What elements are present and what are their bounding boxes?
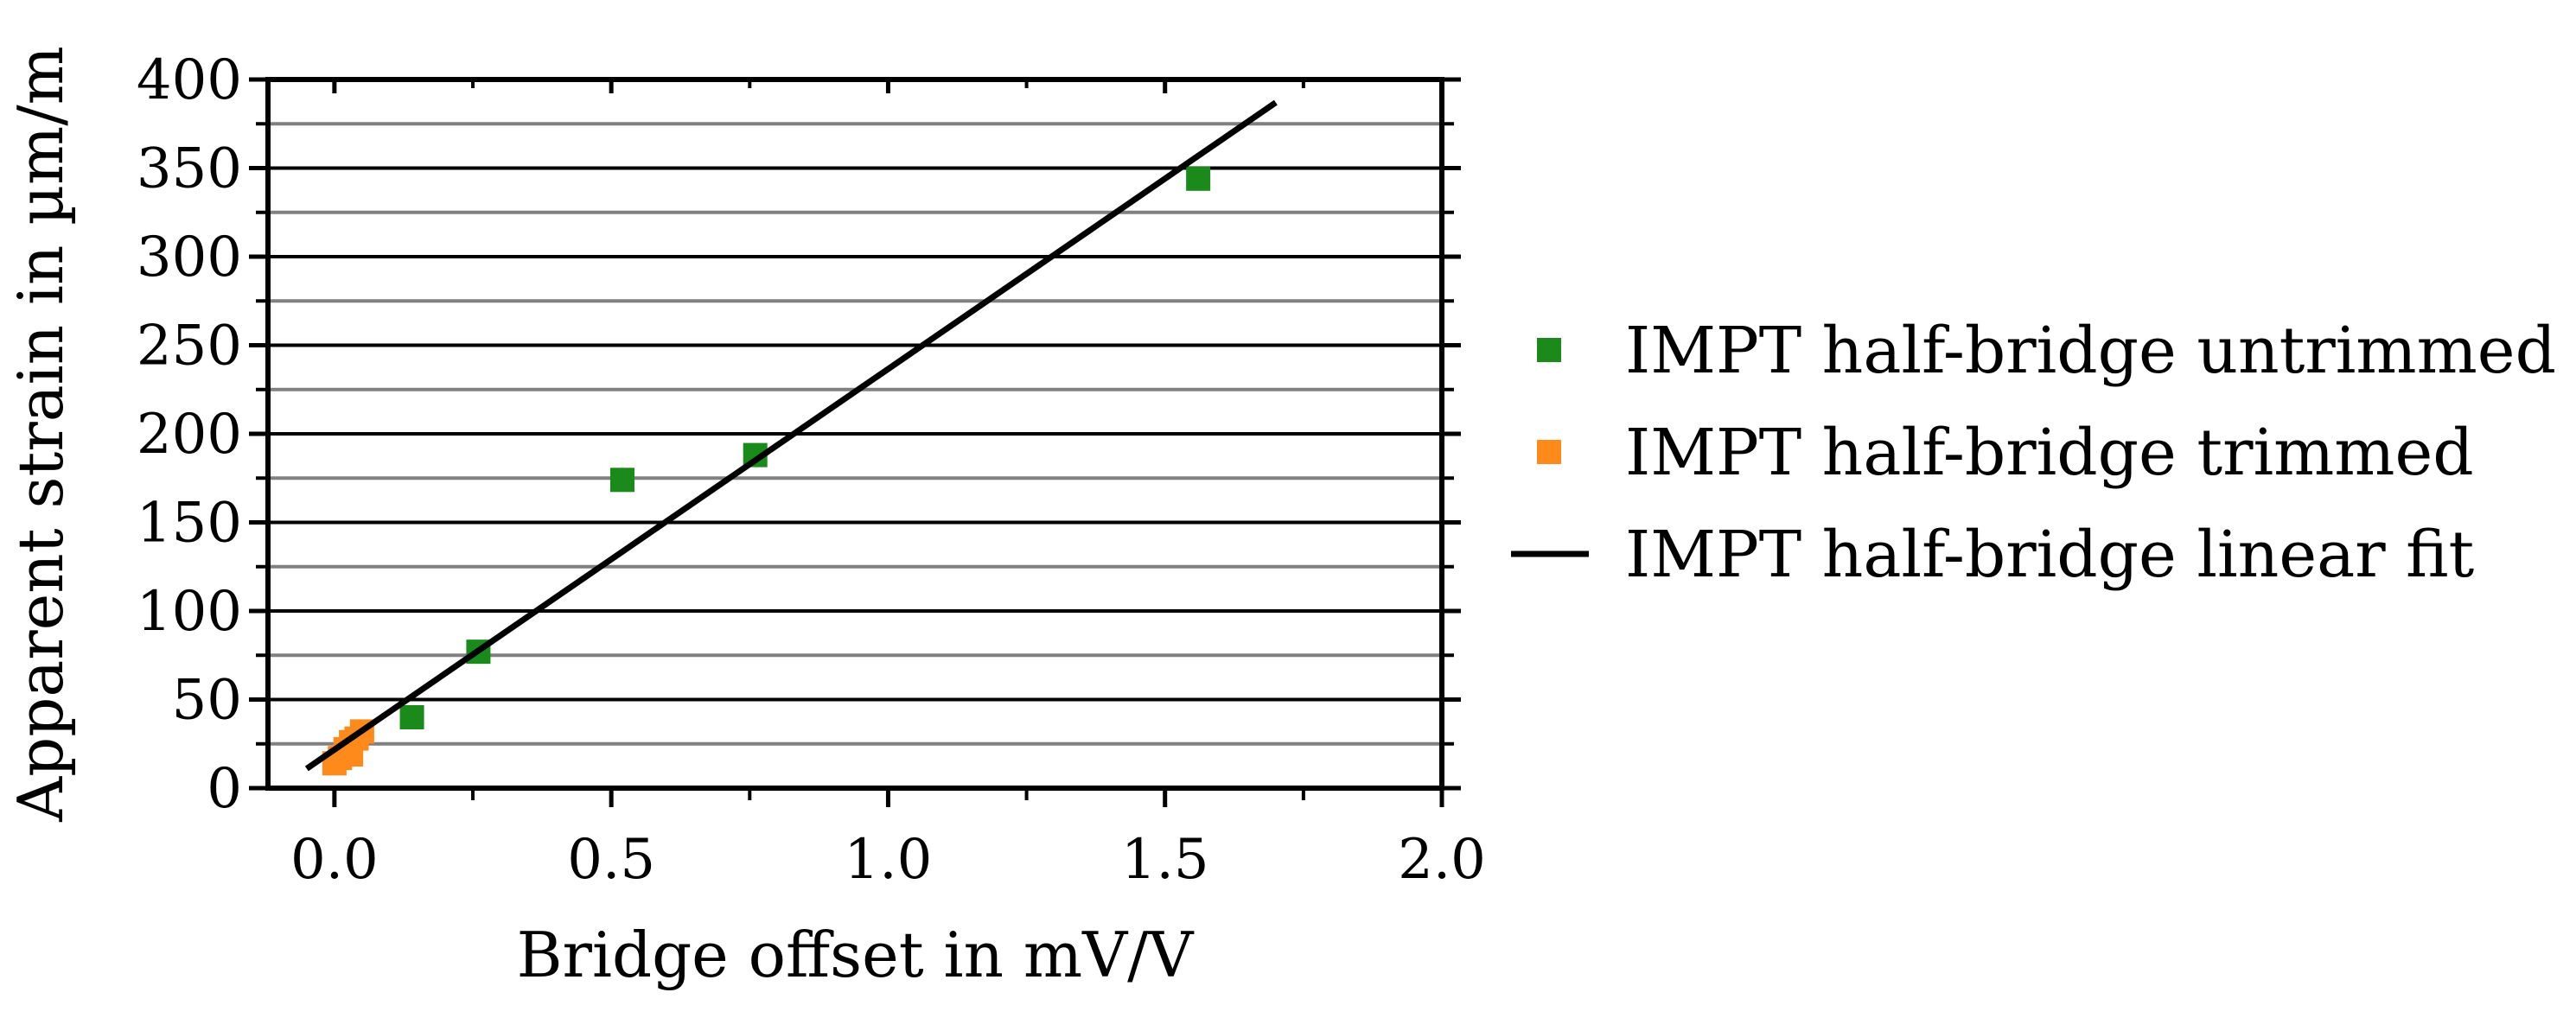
data-point-marker (1186, 166, 1211, 191)
x-tick-label: 2.0 (1398, 828, 1486, 892)
x-tick-label: 1.0 (845, 828, 933, 892)
y-tick-label: 300 (137, 226, 242, 289)
y-axis-title: Apparent strain in µm/m (4, 46, 77, 823)
tick-labels: 0.0 0.5 1.0 1.5 2.0 0 50 100 150 200 250 300 350 400 (137, 48, 1486, 892)
x-tick-label: 1.5 (1121, 828, 1209, 892)
x-tick-label: 0.0 (290, 828, 379, 892)
x-tick-label: 0.5 (567, 828, 655, 892)
y-tick-label: 50 (172, 669, 242, 733)
y-tick-label: 400 (137, 48, 242, 112)
legend-marker-swatch (1537, 338, 1561, 362)
data-point-marker (609, 468, 634, 493)
data-point-marker (399, 705, 424, 729)
y-tick-label: 350 (137, 137, 242, 201)
y-tick-label: 0 (207, 757, 242, 821)
legend-marker-swatch (1537, 440, 1561, 464)
y-tick-label: 250 (137, 315, 242, 379)
y-tick-label: 150 (137, 492, 242, 556)
legend: IMPT half-bridge untrimmed IMPT half-brid… (1511, 314, 2556, 592)
legend-label: IMPT half-bridge trimmed (1625, 416, 2474, 490)
y-tick-label: 200 (137, 403, 242, 467)
axes (249, 77, 1461, 807)
y-tick-label: 100 (137, 580, 242, 644)
plot-area (304, 99, 1278, 776)
legend-label: IMPT half-bridge linear fit (1625, 518, 2474, 592)
fit-line (304, 99, 1278, 772)
grid (268, 122, 1442, 746)
x-axis-title: Bridge offset in mV/V (517, 919, 1196, 991)
legend-label: IMPT half-bridge untrimmed (1625, 314, 2556, 388)
